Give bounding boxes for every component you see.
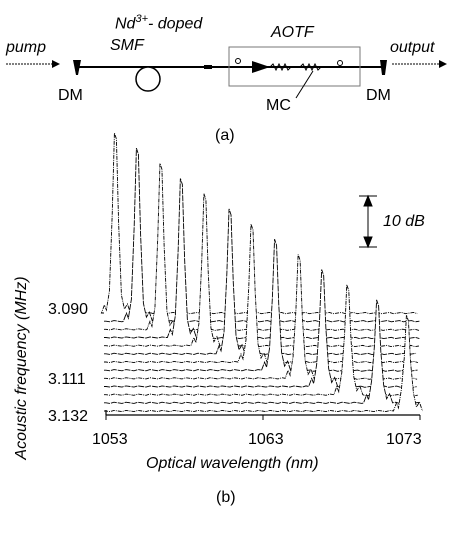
scale-bar [359,194,377,249]
x-tick-label-3: 1073 [386,431,422,448]
aotf-label: AOTF [271,24,314,41]
direction-arrow [252,61,270,73]
x-axis-ticks [105,415,421,420]
spectrum-trace-7 [104,223,419,364]
aotf-box [228,46,361,87]
scale-bar-label: 10 dB [383,213,425,230]
spectrum-trace-10 [104,269,417,388]
pump-arrow [6,60,60,68]
y-tick-label-3: 3.132 [48,408,89,425]
spectrum-trace-11 [104,284,418,397]
spectrum-trace-13 [104,314,423,413]
output-label: output [390,39,435,56]
caption-a: (a) [215,127,235,144]
output-arrow [392,60,447,68]
y-tick-label-1: 3.090 [48,301,89,318]
spectrum-trace-8 [104,239,418,372]
y-tick-label-2: 3.111 [48,371,86,388]
spectrum-trace-2 [104,148,420,323]
spectrum-trace-1 [100,132,418,315]
x-tick-label-2: 1063 [248,431,284,448]
mc-pointer [295,70,314,99]
spectrum-trace-9 [104,254,418,380]
fiber-label-line2: SMF [110,37,144,54]
spectrum-trace-5 [104,193,419,348]
splice-marker [204,65,212,69]
aotf-transducer-left [235,58,241,64]
x-axis-label: Optical wavelength (nm) [146,455,319,472]
dm-right-label: DM [366,87,391,104]
aotf-transducer-right [337,60,343,66]
fiber-loop [135,66,161,92]
spectrum-trace-6 [104,208,417,355]
mode-coupler-zigzag [269,62,322,72]
mc-label: MC [266,97,291,114]
dm-right-mirror [380,60,387,75]
dm-left-mirror [73,60,81,75]
spectrum-trace-4 [104,178,420,340]
caption-b: (b) [216,489,236,506]
dm-left-label: DM [58,87,83,104]
spectrum-trace-12 [104,299,420,404]
spectra-traces [100,132,423,413]
x-tick-label-1: 1053 [92,431,128,448]
pump-label: pump [6,39,47,56]
fiber-label-line1: Nd3+- doped [115,13,203,33]
